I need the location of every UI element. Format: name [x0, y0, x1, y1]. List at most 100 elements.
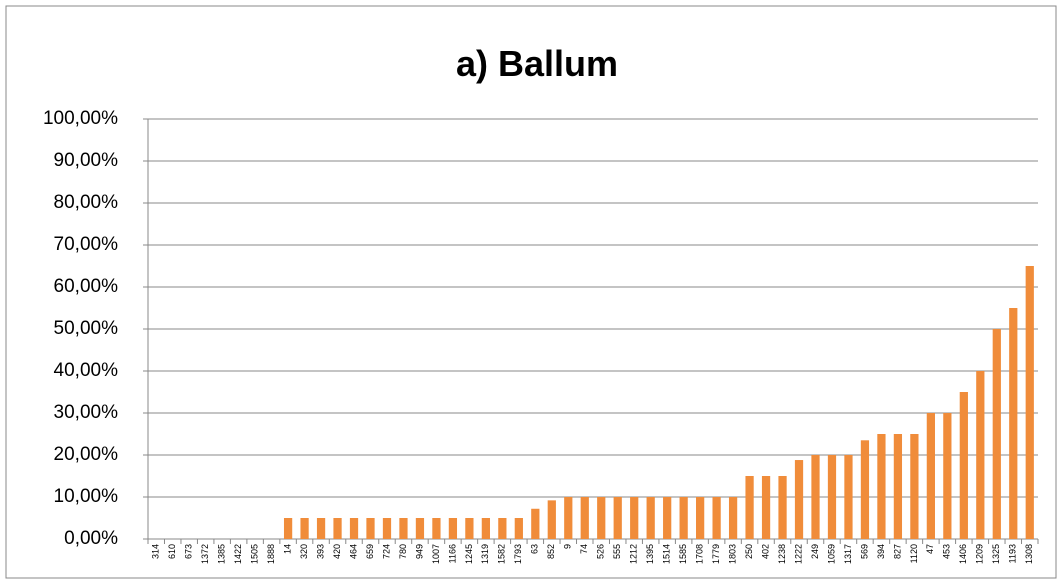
x-tick-label: 1319: [480, 544, 490, 564]
x-tick-label: 420: [332, 544, 342, 559]
x-tick-label: 249: [810, 544, 820, 559]
x-tick-label: 673: [184, 544, 194, 559]
x-tick-label: 1385: [217, 544, 227, 564]
bar: [399, 518, 408, 539]
bar: [333, 518, 342, 539]
x-tick-label: 464: [348, 544, 358, 559]
x-tick-label: 1514: [662, 544, 672, 564]
x-tick-label: 724: [381, 544, 391, 559]
y-tick-label: 100,00%: [43, 108, 118, 129]
x-tick-label: 1793: [513, 544, 523, 564]
bar: [630, 497, 639, 539]
bar: [992, 329, 1001, 539]
x-tick-label: 555: [612, 544, 622, 559]
x-tick-label: 1325: [991, 544, 1001, 564]
bar: [1009, 308, 1018, 539]
bar: [547, 500, 556, 539]
x-tick-label: 1422: [233, 544, 243, 564]
x-tick-label: 1505: [250, 544, 260, 564]
bar: [564, 497, 573, 539]
bar: [811, 455, 820, 539]
bar: [514, 518, 523, 539]
x-tick-label: 314: [151, 544, 161, 559]
x-tick-label: 453: [942, 544, 952, 559]
x-tick-label: 526: [596, 544, 606, 559]
bar: [712, 497, 721, 539]
x-tick-label: 1120: [909, 544, 919, 563]
bar: [976, 371, 985, 539]
bar: [415, 518, 425, 539]
x-tick-label: 394: [876, 544, 886, 559]
x-tick-label: 827: [892, 544, 902, 559]
bar: [432, 518, 441, 539]
x-tick-label: 1193: [1008, 544, 1018, 563]
y-tick-label: 50,00%: [54, 318, 119, 339]
x-tick-label: 1166: [447, 544, 457, 563]
bar: [794, 460, 804, 539]
bar: [893, 434, 903, 539]
y-tick-label: 20,00%: [54, 444, 119, 465]
x-tick-label: 402: [760, 544, 770, 559]
bar: [877, 434, 886, 539]
y-tick-label: 30,00%: [54, 402, 119, 423]
bar: [943, 413, 952, 539]
y-tick-label: 80,00%: [54, 192, 119, 213]
x-tick-label: 14: [282, 544, 292, 554]
y-tick-label: 70,00%: [54, 234, 119, 255]
x-tick-label: 1372: [200, 544, 210, 564]
bar: [498, 518, 507, 539]
bar: [663, 497, 672, 539]
bar: [613, 497, 622, 539]
x-tick-label: 569: [859, 544, 869, 559]
y-tick-label: 0,00%: [64, 528, 118, 549]
bar: [696, 497, 705, 539]
x-tick-label: 852: [546, 544, 556, 559]
x-tick-label: 1585: [678, 544, 688, 564]
bar: [465, 518, 474, 539]
bar: [844, 455, 853, 539]
x-tick-label: 9: [563, 544, 573, 549]
bar: [481, 518, 490, 539]
x-tick-label: 1317: [843, 544, 853, 564]
x-tick-label: 1212: [629, 544, 639, 564]
bar: [646, 497, 655, 539]
bar: [679, 497, 688, 539]
x-tick-label: 1708: [695, 544, 705, 564]
x-tick-label: 1238: [777, 544, 787, 564]
bar: [366, 518, 375, 539]
bar: [761, 476, 771, 539]
x-tick-label: 393: [315, 544, 325, 559]
x-tick-label: 74: [579, 544, 589, 554]
x-tick-label: 1245: [464, 544, 474, 564]
chart-title: a) Ballum: [456, 43, 618, 84]
x-tick-label: 1582: [497, 544, 507, 564]
bar: [283, 518, 293, 539]
x-tick-label: 780: [398, 544, 408, 559]
bar: [728, 497, 738, 539]
x-tick-label: 250: [744, 544, 754, 559]
y-tick-label: 10,00%: [54, 486, 119, 507]
bar: [531, 508, 540, 539]
x-tick-label: 1209: [975, 544, 985, 564]
x-tick-label: 1406: [958, 544, 968, 564]
bar: [316, 518, 326, 539]
x-tick-label: 320: [299, 544, 309, 559]
x-tick-label: 949: [414, 544, 424, 559]
x-tick-label: 1395: [645, 544, 655, 564]
bar: [926, 413, 935, 539]
bar: [580, 497, 589, 539]
bar: [959, 392, 968, 539]
x-tick-label: 1803: [727, 544, 737, 564]
y-tick-label: 40,00%: [54, 360, 119, 381]
bar: [382, 518, 392, 539]
x-tick-label: 659: [365, 544, 375, 559]
bar: [778, 476, 787, 539]
bar: [448, 518, 458, 539]
x-tick-label: 1059: [826, 544, 836, 564]
y-tick-label: 60,00%: [54, 276, 119, 297]
y-tick-label: 90,00%: [54, 150, 119, 171]
x-tick-label: 1308: [1024, 544, 1034, 564]
bar: [349, 518, 359, 539]
x-tick-label: 47: [925, 544, 935, 554]
